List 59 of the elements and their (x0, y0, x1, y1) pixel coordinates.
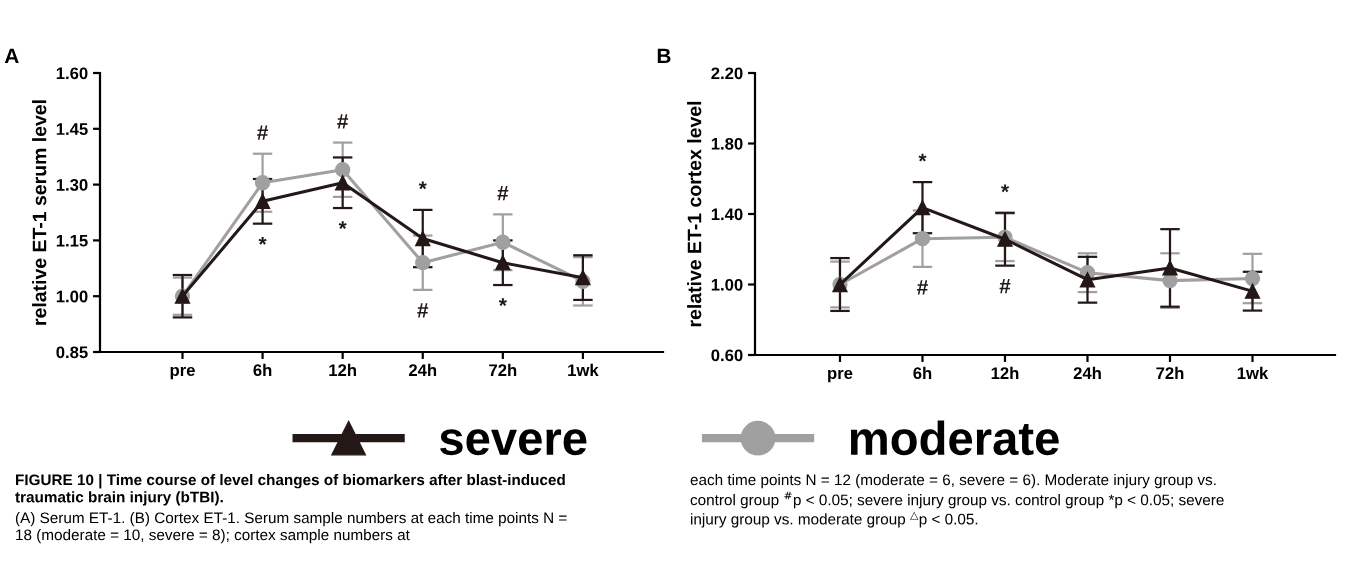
y-tick-label: 1.15 (56, 234, 88, 247)
y-tick-label: 0.60 (711, 349, 743, 362)
point (1079, 272, 1096, 288)
legend-label: moderate (850, 420, 1059, 456)
point (1244, 283, 1261, 299)
data-label: * (498, 298, 507, 307)
point (495, 255, 511, 271)
data-label: # (417, 303, 429, 318)
point (914, 200, 931, 216)
point (415, 255, 431, 271)
x-tick-label: 72h (489, 363, 517, 376)
point (1244, 270, 1261, 287)
x-tick-label: pre (828, 369, 853, 383)
point (914, 231, 931, 247)
data-label: * (258, 236, 267, 245)
x-tick-label: pre (170, 366, 195, 380)
y-tick-label: 1.80 (711, 137, 743, 150)
x-tick-label: 6h (913, 366, 932, 380)
y-tick-label: 1.60 (56, 67, 88, 80)
data-label: # (497, 186, 509, 201)
data-label: # (257, 125, 269, 140)
y-tick-label: 1.45 (56, 123, 88, 135)
x-tick-label: 12h (991, 366, 1019, 379)
y-tick-label: 1.30 (56, 179, 88, 191)
legend-label: severe (440, 429, 587, 456)
x-tick-label: 24h (408, 363, 437, 376)
point (335, 162, 351, 178)
x-tick-label: 1wk (1237, 366, 1269, 379)
point (495, 234, 511, 250)
caption: FIGURE 10 | Time course of level changes of biomarkers after blast-induced traumatic brain injury (bTBI). (15, 474, 565, 506)
text: (A) Serum ET-1. (B) Cortex ET-1. Serum sample numbers at each time points N = 18 (moderate = 10, severe = 8); cortex sample numbers at (15, 512, 567, 544)
y-tick-label: 0.85 (56, 346, 88, 359)
x-tick-label: 12h (329, 363, 356, 376)
y-tick-label: 1.40 (711, 208, 743, 221)
y-tick-label: 1.00 (56, 290, 88, 303)
text: B (657, 48, 671, 64)
data-label: * (1000, 184, 1010, 193)
data-label: * (418, 181, 427, 190)
data-label: # (917, 280, 928, 295)
text: A (4, 48, 19, 64)
data-label: # (337, 114, 349, 129)
x-tick-label: 6h (253, 363, 272, 377)
y-tick-label: 2.20 (711, 67, 743, 80)
point (254, 175, 271, 191)
x-tick-label: 1wk (568, 363, 599, 376)
point (575, 269, 591, 286)
data-label: * (338, 221, 347, 230)
x-tick-label: 24h (1073, 366, 1101, 379)
text: each time points N = 12 (moderate = 6, severe = 6). Moderate injury group vs. control group $^{#}$p < 0.05; severe injury group vs. control group *p < 0.05; severe injury group vs. moderate group $^{△}$p < 0.05. (690, 474, 1224, 528)
x-tick-label: 72h (1156, 366, 1184, 379)
data-label: * (918, 153, 927, 162)
y-axis-title: relative ET-1 cortex level (687, 101, 702, 327)
point (254, 193, 271, 209)
point (1162, 260, 1178, 276)
point (335, 175, 351, 191)
y-tick-label: 1.00 (711, 278, 743, 291)
data-label: # (999, 279, 1011, 294)
y-axis-title: relative ET-1 serum level (32, 100, 47, 325)
point (415, 230, 431, 247)
